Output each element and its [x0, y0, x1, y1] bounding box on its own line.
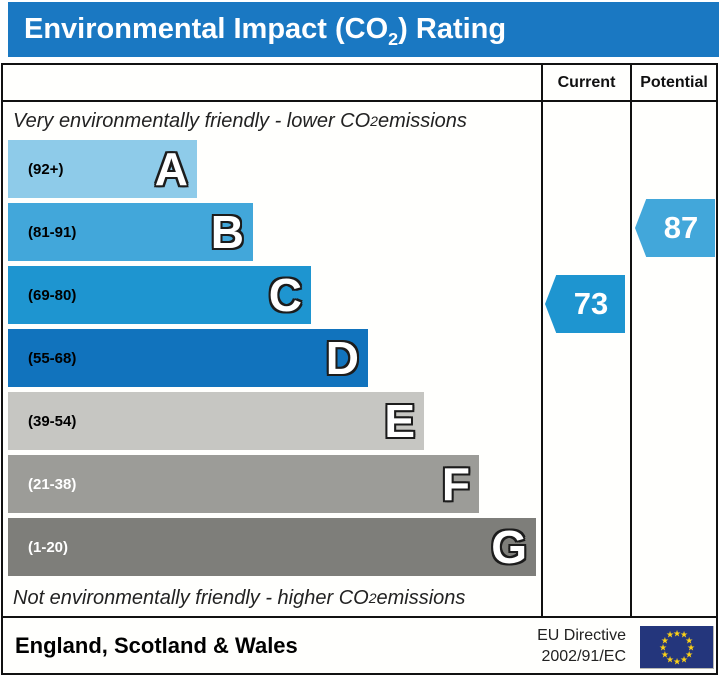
eu-flag-star-icon: ★ [672, 656, 682, 666]
band-range-label: (92+) [28, 160, 64, 178]
eu-flag-star-icon: ★ [685, 635, 694, 645]
bottom-caption-text: Not environmentally friendly - higher CO [13, 586, 369, 609]
eu-flag-star-icon: ★ [658, 642, 668, 652]
current-column-header: Current [557, 73, 616, 91]
band-letter: B [210, 206, 244, 258]
eu-flag-star-icon: ★ [660, 649, 669, 659]
band-bar-b: (81-91) B [8, 203, 253, 261]
bottom-caption-suffix: emissions [376, 586, 466, 609]
band-range-label: (81-91) [28, 223, 77, 241]
page-title: Environmental Impact (CO2) Rating [8, 2, 719, 57]
footer-row-divider [3, 616, 716, 618]
band-bar-e: (39-54) E [8, 392, 424, 450]
eu-flag-star-icon: ★ [665, 654, 675, 665]
eu-flag-star-icon: ★ [685, 649, 694, 659]
title-subscript: 2 [388, 28, 399, 49]
band-letter: A [154, 143, 188, 195]
potential-column-header: Potential [640, 73, 708, 91]
band-letter: C [268, 269, 302, 321]
top-caption-text: Very environmentally friendly - lower CO [13, 109, 371, 132]
eu-flag-star-icon: ★ [665, 629, 675, 640]
band-bar-d: (55-68) D [8, 329, 368, 387]
page-title-text: Environmental Impact (CO [24, 13, 389, 45]
band-letter: F [441, 458, 470, 510]
band-range-label: (69-80) [28, 286, 77, 304]
band-bar-c: (69-80) C [8, 266, 311, 324]
band-range-label: (55-68) [28, 349, 77, 367]
top-caption-suffix: emissions [377, 109, 467, 132]
eu-flag-star-icon: ★ [660, 635, 669, 645]
band-letter: E [384, 395, 415, 447]
current-rating-value: 73 [573, 286, 609, 321]
current-column-divider [541, 65, 543, 618]
band-bar-f: (21-38) F [8, 455, 479, 513]
band-range-label: (21-38) [28, 475, 77, 493]
rating-chart-card: Current Potential Very environmentally f… [1, 63, 718, 675]
band-letter: D [325, 332, 359, 384]
eu-flag-star-icon: ★ [679, 629, 689, 640]
band-bar-a: (92+) A [8, 140, 197, 198]
page-title-suffix: ) Rating [398, 13, 507, 45]
header-row-divider [3, 100, 716, 102]
top-caption-subscript: 2 [370, 113, 378, 129]
potential-rating-value: 87 [663, 210, 699, 245]
region-label: England, Scotland & Wales [15, 632, 298, 658]
band-bar-g: (1-20) G [8, 518, 536, 576]
band-range-label: (39-54) [28, 412, 77, 430]
bottom-caption: Not environmentally friendly - higher CO… [13, 581, 538, 615]
eu-flag-icon: ★ ★ ★ ★ ★ ★ ★ ★ ★ ★ ★ ★ [640, 626, 714, 669]
eu-directive-label: EU Directive 2002/91/EC [537, 625, 626, 667]
eu-directive-line1: EU Directive [537, 627, 626, 644]
bottom-caption-subscript: 2 [368, 590, 377, 606]
eu-flag-star-icon: ★ [686, 642, 696, 652]
eu-directive-line2: 2002/91/EC [541, 648, 626, 665]
eu-flag-star-icon: ★ [679, 654, 689, 665]
potential-rating-arrow: 87 [635, 199, 715, 257]
current-rating-arrow: 73 [545, 275, 625, 333]
potential-column-divider [630, 65, 632, 618]
top-caption: Very environmentally friendly - lower CO… [13, 104, 538, 138]
band-range-label: (1-20) [28, 538, 69, 556]
band-letter: G [491, 521, 527, 573]
rating-bands: (92+) A (81-91) B (69-80) C (55-68) D (3… [8, 140, 538, 581]
eu-flag-star-icon: ★ [672, 628, 682, 638]
